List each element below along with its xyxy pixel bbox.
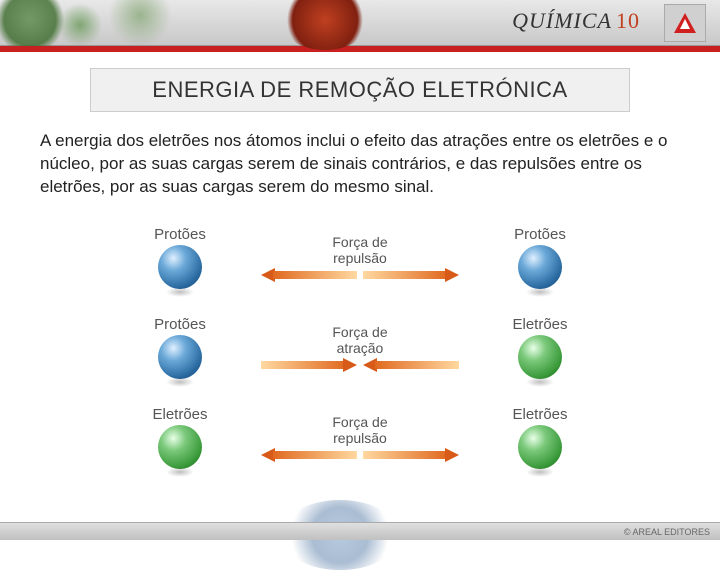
arrow-pair xyxy=(261,358,459,372)
publisher-logo xyxy=(664,4,706,42)
particle-left: Protões xyxy=(130,226,230,289)
arrow-left-icon xyxy=(261,448,357,462)
particle-label: Protões xyxy=(154,316,206,333)
force-label: Força deatração xyxy=(332,324,387,356)
arrow-left-icon xyxy=(261,358,357,372)
particle-label: Protões xyxy=(514,226,566,243)
force-center: Força deatração xyxy=(230,324,490,372)
force-center: Força derepulsão xyxy=(230,234,490,282)
arrow-left-icon xyxy=(261,268,357,282)
particle-left: Eletrões xyxy=(130,406,230,469)
header-title: QUÍMICA10 xyxy=(512,8,640,34)
electron-sphere-icon xyxy=(518,425,562,469)
page-title: ENERGIA DE REMOÇÃO ELETRÓNICA xyxy=(90,68,630,112)
proton-sphere-icon xyxy=(158,335,202,379)
proton-sphere-icon xyxy=(158,245,202,289)
proton-sphere-icon xyxy=(518,245,562,289)
particle-right: Eletrões xyxy=(490,406,590,469)
header-decoration-sphere xyxy=(280,0,370,50)
header-title-number: 10 xyxy=(616,8,640,33)
red-stripe xyxy=(0,46,720,52)
particle-label: Protões xyxy=(154,226,206,243)
force-center: Força derepulsão xyxy=(230,414,490,462)
forces-diagram: Protões Força derepulsão Protões Protões For… xyxy=(130,213,590,483)
logo-icon xyxy=(670,9,700,37)
footer-bar: © AREAL EDITORES xyxy=(0,522,720,540)
arrow-pair xyxy=(261,268,459,282)
particle-right: Protões xyxy=(490,226,590,289)
body-paragraph: A energia dos eletrões nos átomos inclui… xyxy=(40,130,686,199)
diagram-row: Eletrões Força derepulsão Eletrões xyxy=(130,393,590,483)
header-title-text: QUÍMICA xyxy=(512,8,612,33)
arrow-right-icon xyxy=(363,358,459,372)
arrow-right-icon xyxy=(363,448,459,462)
diagram-row: Protões Força derepulsão Protões xyxy=(130,213,590,303)
arrow-pair xyxy=(261,448,459,462)
electron-sphere-icon xyxy=(518,335,562,379)
particle-label: Eletrões xyxy=(512,316,567,333)
header-bar: QUÍMICA10 xyxy=(0,0,720,46)
particle-right: Eletrões xyxy=(490,316,590,379)
header-decoration-left xyxy=(0,0,200,46)
footer-copyright: © AREAL EDITORES xyxy=(624,527,710,537)
diagram-row: Protões Força deatração Eletrões xyxy=(130,303,590,393)
particle-label: Eletrões xyxy=(152,406,207,423)
force-label: Força derepulsão xyxy=(332,234,387,266)
force-label: Força derepulsão xyxy=(332,414,387,446)
arrow-right-icon xyxy=(363,268,459,282)
electron-sphere-icon xyxy=(158,425,202,469)
particle-label: Eletrões xyxy=(512,406,567,423)
particle-left: Protões xyxy=(130,316,230,379)
